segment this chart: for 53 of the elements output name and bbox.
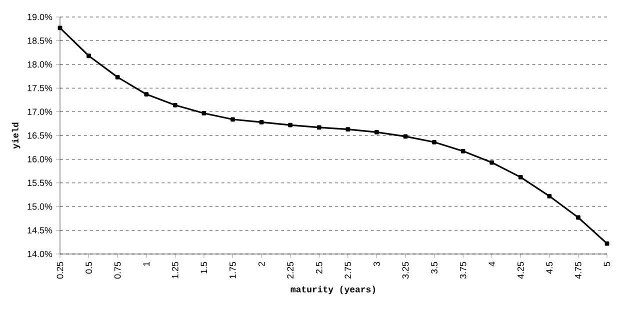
y-tick-label: 18.5% <box>28 38 52 44</box>
x-tick-label: 4.25 <box>517 262 524 279</box>
point <box>460 148 466 154</box>
x-tick-label: 2.25 <box>287 262 294 279</box>
x-tick-label: 4 <box>488 262 495 266</box>
point <box>288 122 293 128</box>
x-tick-label: 0.25 <box>56 262 64 279</box>
y-tick-label: 17.5% <box>28 84 52 92</box>
y-tick-label: 16.0% <box>28 156 52 162</box>
y-tick-label: 19.0% <box>28 14 52 20</box>
x-tick-label: 4.5 <box>546 262 553 274</box>
point <box>518 175 523 180</box>
x-tick-label: 1.5 <box>200 262 208 274</box>
point <box>172 102 178 108</box>
x-tick-label: 2.5 <box>316 262 322 274</box>
y-tick-label: 18.0% <box>28 61 52 68</box>
y-axis-title: yield <box>12 122 20 149</box>
y-tick-label: 15.0% <box>28 203 52 210</box>
point <box>115 75 120 80</box>
y-tick-label: 15.5% <box>28 180 52 186</box>
point <box>144 92 149 96</box>
x-tick-label: 1 <box>143 262 150 266</box>
point <box>202 111 206 116</box>
x-tick-label: 3 <box>374 262 380 266</box>
point <box>86 54 91 58</box>
point <box>490 160 494 165</box>
point <box>316 125 322 130</box>
point <box>576 215 580 220</box>
x-tick-label: 0.5 <box>86 262 92 274</box>
point <box>374 130 379 134</box>
x-tick-label: 5 <box>604 262 610 266</box>
y-tick-label: 14.0% <box>28 250 52 258</box>
point <box>432 140 436 144</box>
x-tick-label: 1.25 <box>172 262 178 278</box>
x-tick-label: 2 <box>258 262 265 266</box>
x-tick-label: 3.75 <box>460 262 466 279</box>
y-tick-label: 14.5% <box>28 227 52 234</box>
y-tick-label: 16.5% <box>28 132 52 139</box>
point <box>547 194 552 198</box>
point <box>604 241 610 246</box>
x-tick-label: 3.5 <box>431 262 438 274</box>
point <box>259 120 264 124</box>
point <box>403 134 408 139</box>
x-tick-label: 1.75 <box>230 262 236 278</box>
point <box>230 117 235 122</box>
y-tick-label: 17.0% <box>28 108 52 115</box>
x-tick-label: 4.75 <box>575 262 582 279</box>
point <box>346 127 350 132</box>
point <box>58 26 62 30</box>
x-tick-label: 2.75 <box>344 262 352 279</box>
x-tick-label: 0.75 <box>114 262 121 279</box>
x-axis-title: maturity (years) <box>290 286 376 294</box>
x-tick-label: 3.25 <box>402 262 409 279</box>
